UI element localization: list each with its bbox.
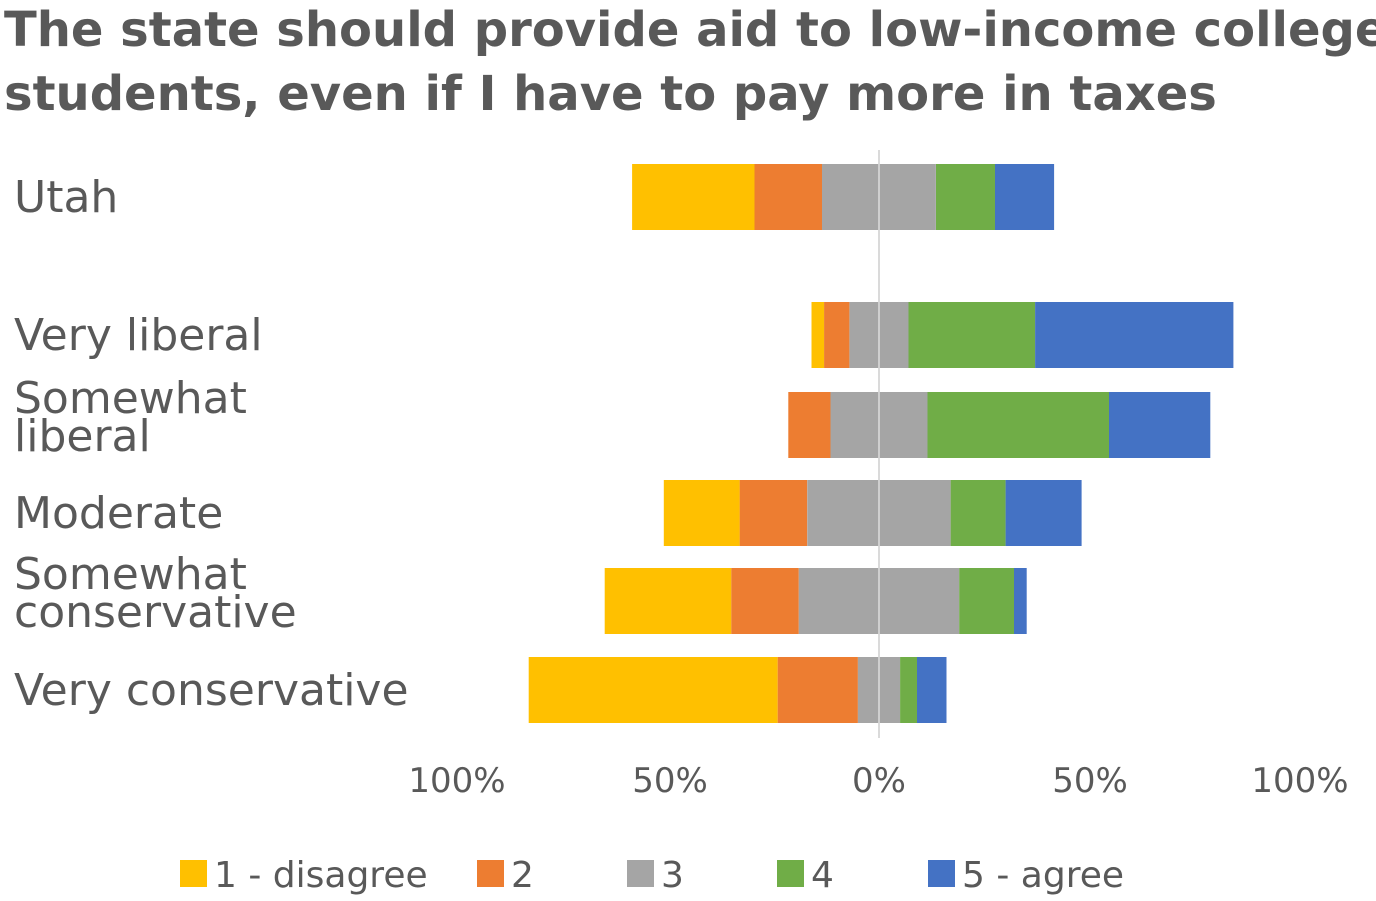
bar-segment [663,480,740,546]
legend-swatch [928,860,955,887]
bar-segment [1005,480,1082,546]
bar-segment [739,480,808,546]
category-label: Somewhat [14,373,247,424]
bar-segment [917,657,947,723]
legend-swatch [180,860,207,887]
bar-segment [777,657,858,723]
legend-label: 5 - agree [962,855,1124,896]
legend-label: 4 [811,855,834,896]
chart-title-line: students, even if I have to pay more in … [4,66,1217,122]
legend-item: 1 - disagree [180,855,428,896]
bar-segment [528,657,778,723]
x-tick-label: 100% [1251,761,1348,801]
bar-segment [731,568,799,634]
legend: 1 - disagree 2 3 4 5 - agree [180,855,1124,896]
category-label: Very conservative [14,665,409,716]
bar-segment [900,657,917,723]
bar-segment [908,302,1036,368]
bar-segment [632,164,755,230]
bar-segment [1109,392,1211,458]
x-axis-ticks: 100% 50% 0% 50% 100% [408,761,1348,801]
bar-segment [927,392,1109,458]
bar-segment [995,164,1055,230]
x-tick-label: 100% [408,761,505,801]
legend-label: 1 - disagree [214,855,428,896]
bars [528,150,1234,738]
legend-label: 2 [511,855,534,896]
bar-segment [1014,568,1027,634]
category-label: Utah [14,172,118,223]
x-tick-label: 0% [852,761,906,801]
bar-segment [824,302,850,368]
legend-swatch [777,860,804,887]
legend-swatch [627,860,654,887]
legend-item: 2 [477,855,534,896]
x-tick-label: 50% [1052,761,1128,801]
chart-title-line: The state should provide aid to low-inco… [4,2,1376,58]
legend-label: 3 [661,855,684,896]
bar-segment [936,164,996,230]
bar-segment [788,392,831,458]
category-label: liberal [14,411,151,462]
bar-segment [811,302,825,368]
bar-segment [950,480,1006,546]
category-label: Moderate [14,488,223,539]
legend-item: 4 [777,855,834,896]
legend-swatch [477,860,504,887]
category-label: conservative [14,587,297,638]
category-label: Somewhat [14,549,247,600]
x-tick-label: 50% [632,761,708,801]
bar-segment [959,568,1015,634]
legend-item: 3 [627,855,684,896]
legend-item: 5 - agree [928,855,1124,896]
chart-title: The state should provide aid to low-inco… [4,2,1376,122]
bar-segment [1035,302,1234,368]
bar-segment [604,568,732,634]
category-label: Very liberal [14,310,263,361]
bar-segment [754,164,822,230]
